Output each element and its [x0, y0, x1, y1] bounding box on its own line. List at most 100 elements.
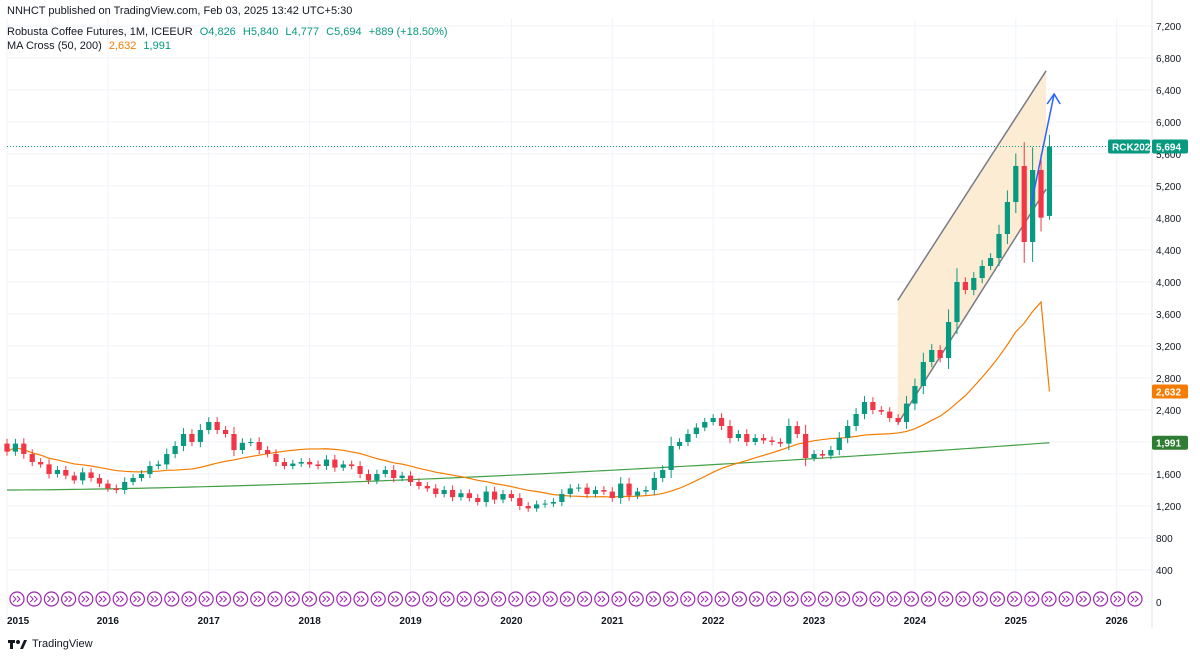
- candle-body: [853, 414, 859, 426]
- candle-body: [979, 266, 985, 278]
- y-tick-label: 7,200: [1156, 22, 1181, 33]
- candle: [4, 438, 10, 456]
- candle-body: [290, 463, 296, 466]
- event-marker-icon: [339, 595, 348, 603]
- event-marker-circle: [9, 591, 25, 607]
- event-marker-circle: [1024, 591, 1040, 607]
- candle-body: [542, 503, 548, 505]
- candle-body: [761, 438, 767, 441]
- y-tick-label: 5,600: [1156, 150, 1181, 161]
- candle-body: [357, 466, 363, 474]
- event-marker-icon: [64, 595, 73, 603]
- candle-body: [239, 442, 245, 450]
- x-tick-label: 2015: [7, 616, 30, 627]
- event-marker-icon: [29, 595, 38, 603]
- event-marker-circle: [972, 591, 988, 607]
- candle-body: [576, 487, 582, 489]
- x-tick-label: 2025: [1005, 616, 1028, 627]
- tradingview-logo-icon: [8, 640, 27, 649]
- candle: [88, 468, 94, 482]
- event-marker-circle: [731, 591, 748, 607]
- candle: [618, 477, 624, 504]
- event-marker-icon: [924, 595, 933, 603]
- event-marker-icon: [821, 595, 830, 603]
- candle: [567, 484, 573, 498]
- candle-body: [971, 278, 977, 290]
- candle-body: [702, 422, 708, 428]
- last-price-tag-bg: [1152, 139, 1188, 154]
- event-marker: [920, 591, 937, 607]
- candle-body: [458, 493, 464, 498]
- event-marker: [662, 591, 679, 607]
- event-marker: [697, 591, 713, 607]
- candle-body: [660, 470, 666, 478]
- candle-body: [1013, 166, 1019, 202]
- candle: [180, 428, 187, 452]
- close-value: C5,694: [326, 26, 362, 38]
- candle: [382, 466, 388, 478]
- symbol-legend[interactable]: Robusta Coffee Futures, 1M, ICEEUR O4,82…: [7, 26, 452, 38]
- candle-body: [1004, 202, 1011, 234]
- candle-body: [727, 426, 733, 438]
- event-marker-circle: [456, 591, 472, 607]
- candle-body: [441, 490, 447, 494]
- x-tick-label: 2018: [299, 616, 322, 627]
- candle: [138, 470, 145, 482]
- event-marker: [783, 591, 799, 607]
- candle-body: [281, 462, 288, 466]
- y-tick-label: 0: [1156, 598, 1162, 609]
- event-marker: [439, 591, 455, 607]
- candle: [550, 498, 557, 507]
- ma-cross-legend[interactable]: MA Cross (50, 200) 2,632 1,991: [7, 40, 175, 52]
- event-marker: [1041, 591, 1057, 607]
- candle: [46, 459, 52, 479]
- event-marker-icon: [184, 595, 193, 603]
- event-marker-circle: [748, 591, 765, 607]
- event-marker: [456, 591, 472, 607]
- y-tick-label: 4,000: [1156, 278, 1181, 289]
- candle-body: [130, 478, 136, 482]
- y-tick-label: 3,200: [1156, 342, 1181, 353]
- candle: [340, 460, 346, 471]
- event-marker-circle: [852, 591, 868, 607]
- event-marker-icon: [975, 595, 984, 603]
- event-marker: [903, 591, 920, 607]
- candle: [508, 490, 515, 502]
- candle: [668, 436, 674, 479]
- event-marker-icon: [287, 595, 296, 603]
- event-marker: [129, 591, 145, 607]
- event-marker-icon: [786, 595, 795, 603]
- event-marker: [852, 591, 868, 607]
- candle: [357, 461, 363, 479]
- candle: [744, 429, 750, 447]
- axis-price-labels: RCK2025 5,694 2,632 1,991: [1108, 139, 1188, 450]
- candle: [113, 484, 119, 494]
- candle-body: [407, 475, 414, 482]
- candle-body: [811, 454, 817, 458]
- event-marker: [95, 591, 111, 607]
- candle: [449, 485, 456, 502]
- candle-body: [769, 440, 775, 442]
- candle-body: [475, 498, 481, 502]
- candle: [752, 434, 758, 446]
- candle-body: [323, 459, 330, 466]
- event-marker-icon: [1010, 595, 1019, 603]
- tradingview-logo[interactable]: TradingView: [8, 638, 93, 650]
- event-marker-icon: [597, 595, 606, 603]
- event-marker-icon: [580, 595, 589, 603]
- event-marker-circle: [60, 591, 77, 607]
- event-marker-circle: [405, 591, 421, 607]
- candle: [836, 432, 842, 456]
- candle-body: [626, 483, 632, 496]
- publish-info: NNHCT published on TradingView.com, Feb …: [7, 5, 353, 17]
- event-marker-icon: [459, 595, 468, 603]
- candle-body: [609, 491, 615, 498]
- event-marker: [1058, 591, 1074, 607]
- event-marker: [972, 591, 988, 607]
- candle-body: [155, 464, 161, 466]
- candle-body: [231, 434, 237, 450]
- event-marker-circle: [387, 591, 403, 607]
- candle-body: [46, 464, 52, 474]
- candle-body: [298, 462, 304, 464]
